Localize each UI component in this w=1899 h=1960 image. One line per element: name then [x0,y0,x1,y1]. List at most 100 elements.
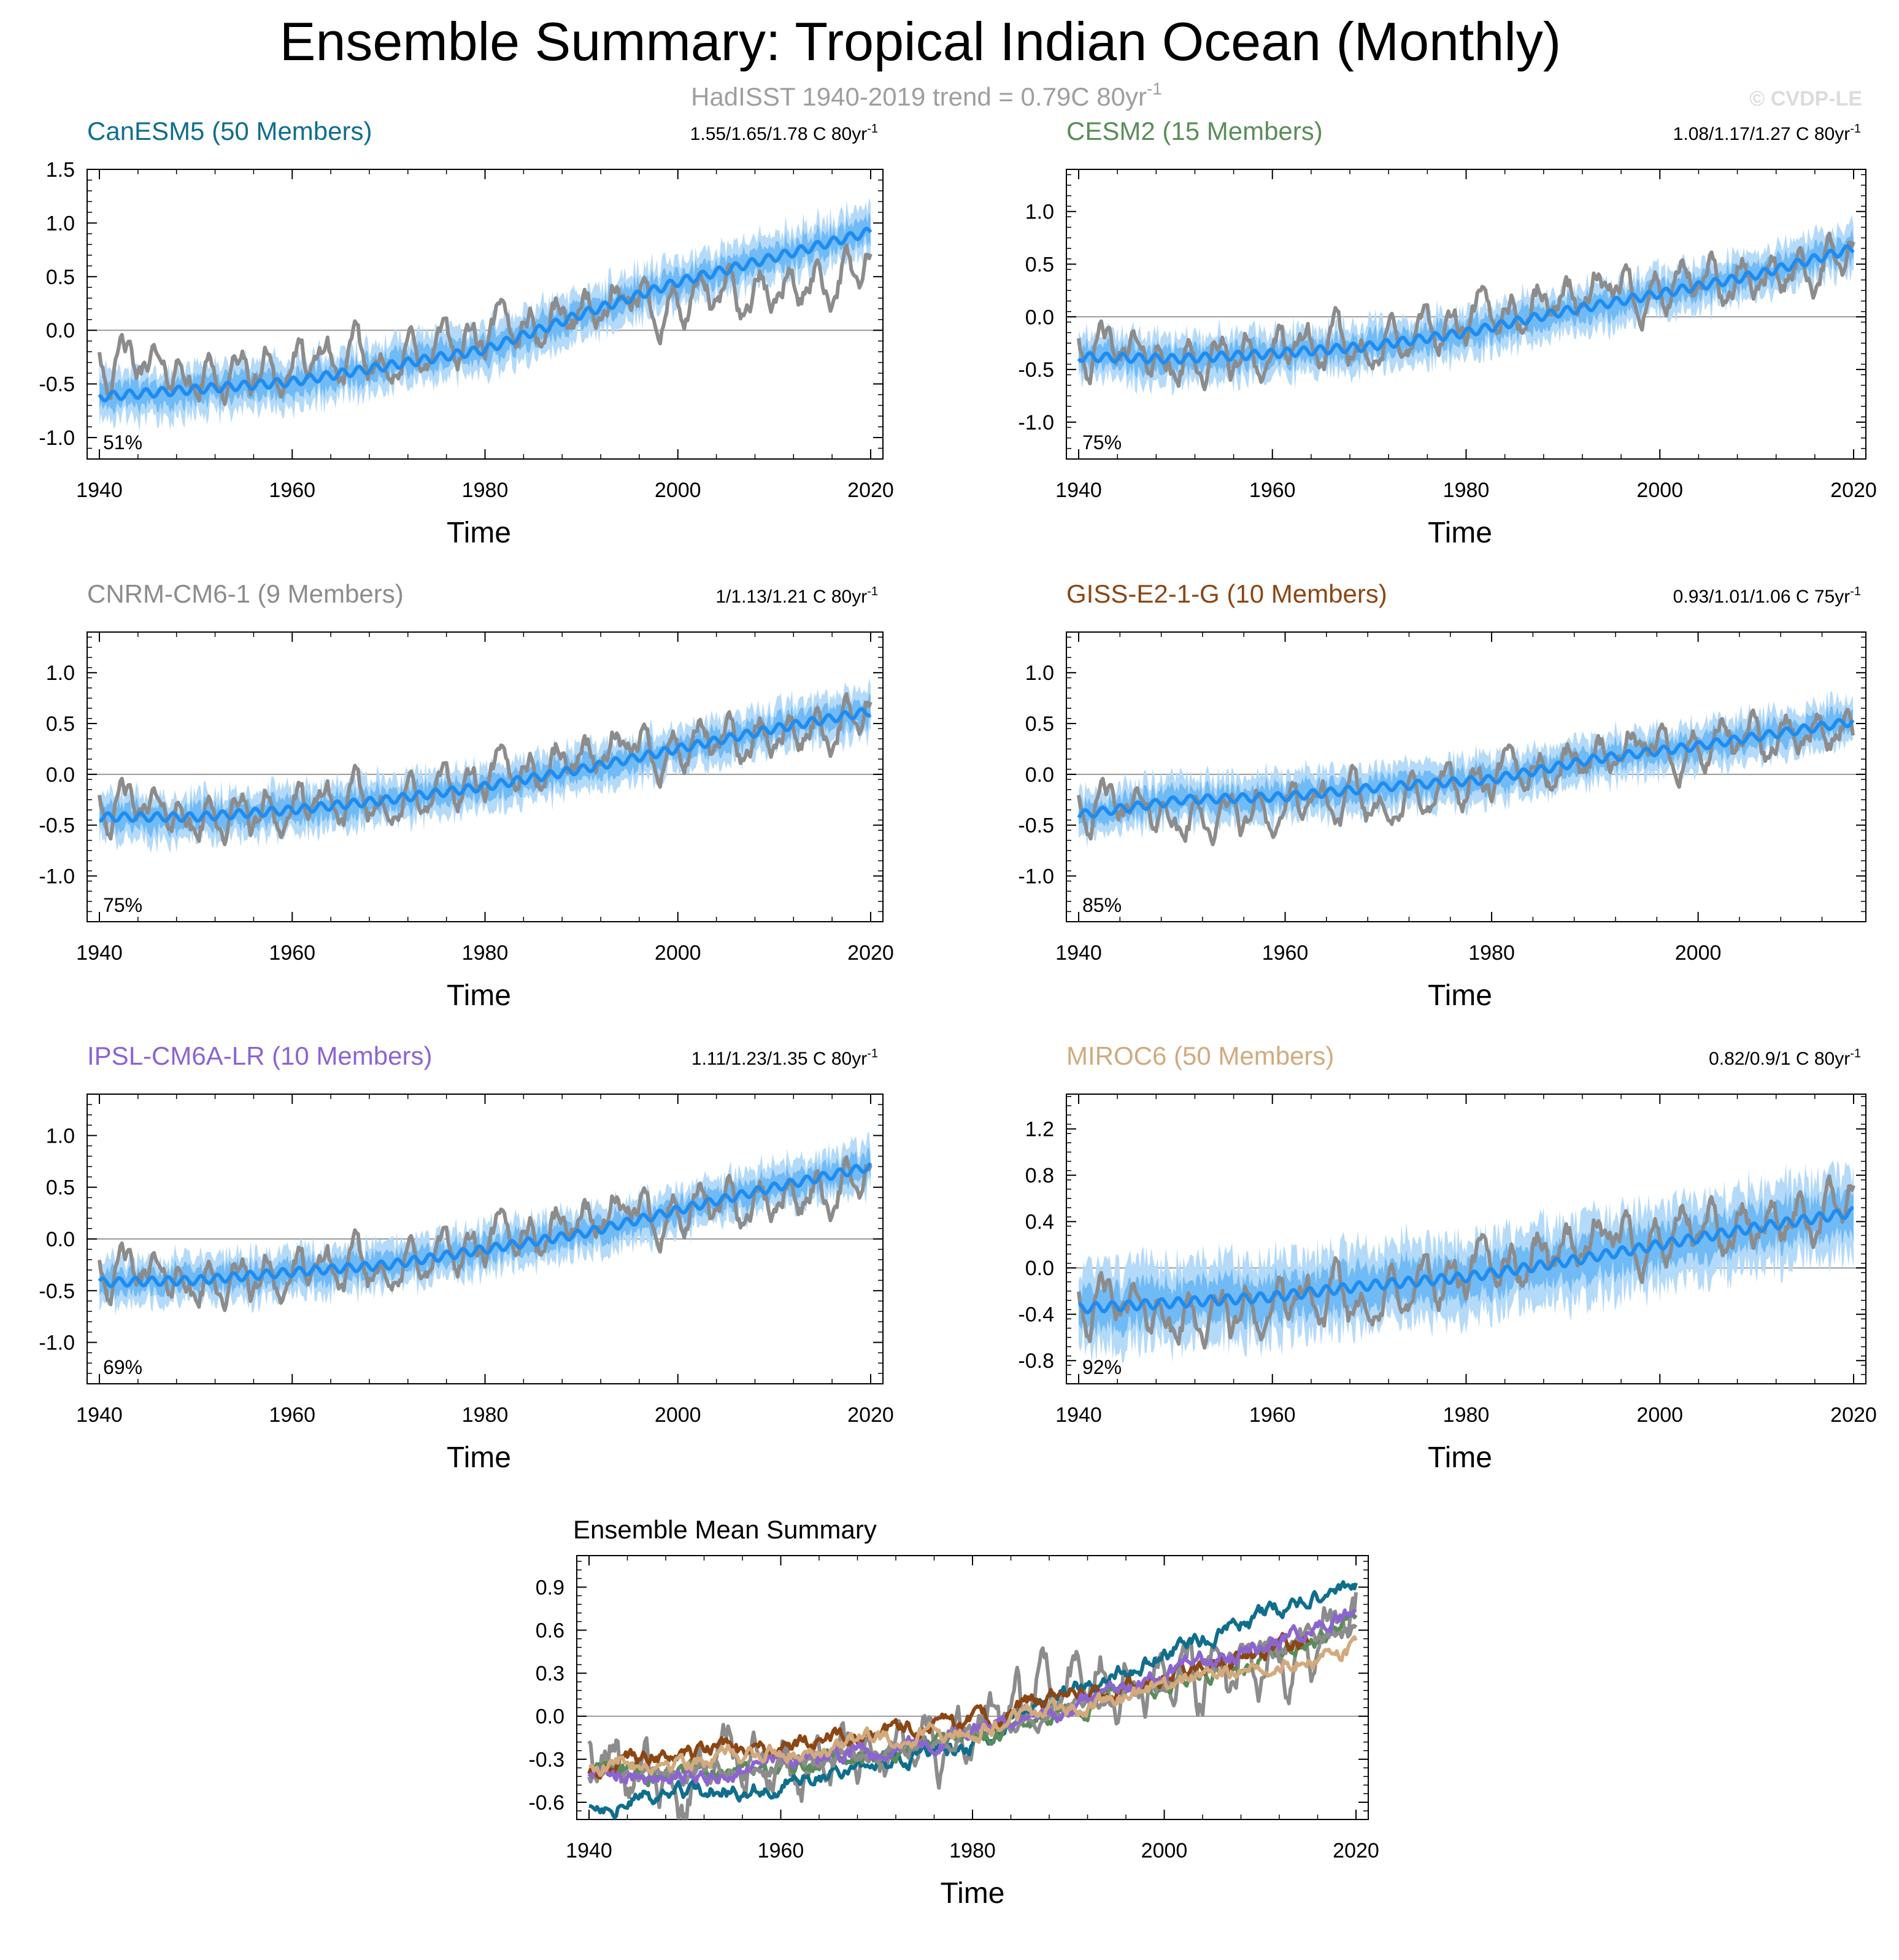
x-tick-label: 1960 [1249,479,1296,502]
plot-area [1077,1160,1855,1364]
plot-area [98,198,872,431]
y-tick-label: -0.6 [528,1791,564,1815]
y-tick-label: -1.0 [39,426,75,450]
ensemble-range-band [99,198,871,431]
y-tick-label: 0.5 [46,712,75,736]
panel-canesm5: CanESM5 (50 Members) 1.55/1.65/1.78 C 80y… [39,117,893,549]
x-tick-label: 1940 [76,1403,123,1427]
trend-label: 0.93/1.01/1.06 C 75yr-1 [1673,585,1861,607]
y-tick-label: -0.5 [1018,358,1054,382]
panel-title: CESM2 (15 Members) [1066,117,1323,145]
y-tick-label: -0.3 [528,1748,564,1772]
series-line-hadisst [98,243,872,406]
panel-miroc6: MIROC6 (50 Members) 0.82/0.9/1 C 80yr-1 92… [1018,1041,1876,1474]
x-tick-label: 2020 [1830,479,1877,502]
x-tick-label: 2000 [655,479,701,502]
y-tick-label: -0.4 [1018,1303,1054,1327]
x-tick-label: 1960 [758,1839,804,1862]
percent-label: 75% [103,894,142,916]
y-tick-label: 0.0 [536,1705,564,1729]
percent-label: 85% [1082,894,1122,916]
trend-label-main: 1.11/1.23/1.35 C 80yr [691,1049,867,1069]
panel-title: GISS-E2-1-G (10 Members) [1066,579,1387,608]
panel-title: IPSL-CM6A-LR (10 Members) [87,1041,432,1070]
percent-label: 92% [1082,1356,1122,1378]
trend-label: 0.82/0.9/1 C 80yr-1 [1709,1047,1861,1069]
x-tick-label: 2000 [1636,1403,1683,1427]
x-axis-label: Time [447,517,511,549]
panel-title: CNRM-CM6-1 (9 Members) [87,579,404,608]
series-line-hadisst [1077,708,1855,847]
plot-area [1077,690,1855,849]
x-tick-label: 1960 [1249,1403,1296,1427]
y-tick-label: 1.0 [46,662,75,685]
x-tick-label: 1980 [462,941,509,965]
x-tick-label: 1940 [76,479,123,502]
panel-title: Ensemble Mean Summary [573,1515,877,1544]
x-axis-label: Time [447,979,511,1012]
plot-area [98,678,872,854]
ensemble-range-band [1079,690,1853,849]
panel-title: CanESM5 (50 Members) [87,117,372,145]
x-tick-label: 2000 [655,941,701,965]
series-line-ensemble-mean [98,1162,872,1289]
trend-label: 1/1.13/1.21 C 80yr-1 [715,585,878,607]
x-tick-label: 1980 [462,1403,509,1427]
series-line-giss-e2-1-g [587,1632,1310,1780]
panel-summary: Ensemble Mean Summary -0.6 -0.3 0.0 0.3 0.6 0.… [528,1515,1379,1910]
y-tick-label: 1.2 [1025,1118,1054,1141]
x-axis-label: Time [1428,1441,1492,1474]
y-tick-label: 0.0 [46,763,75,787]
trend-label-main: 1.55/1.65/1.78 C 80yr [690,124,868,144]
trend-label-main: 1/1.13/1.21 C 80yr [715,587,867,607]
y-tick-label: -1.0 [39,1332,75,1355]
y-tick-label: -0.5 [1018,814,1054,838]
trend-label-sup: -1 [867,122,878,136]
x-tick-label: 2020 [847,941,894,965]
trend-label-sup: -1 [867,1047,878,1060]
trend-label-sup: -1 [867,585,878,598]
ensemble-iqr-band [99,212,871,415]
y-tick-label: 0.5 [46,266,75,289]
plot-area [98,1132,872,1316]
y-tick-label: 1.0 [46,1124,75,1148]
panel-cnrm: CNRM-CM6-1 (9 Members) 1/1.13/1.21 C 80yr… [39,579,893,1012]
series-line-ensemble-mean [1077,717,1855,819]
y-tick-label: 0.6 [536,1619,564,1643]
x-tick-label: 2020 [847,1403,894,1427]
y-tick-label: 0.5 [46,1176,75,1200]
series-line-canesm5 [588,1580,1358,1819]
y-tick-label: 1.0 [1025,201,1054,224]
y-tick-label: 0.0 [46,1228,75,1251]
x-tick-label: 2000 [1636,479,1683,502]
y-tick-label: -0.8 [1018,1349,1054,1373]
x-axis-label: Time [941,1877,1005,1910]
x-tick-label: 1960 [269,479,315,502]
plot-area [1077,215,1855,396]
panel-ipsl: IPSL-CM6A-LR (10 Members) 1.11/1.23/1.35 … [39,1041,893,1474]
x-tick-label: 1940 [1055,1403,1102,1427]
y-tick-label: 0.0 [46,319,75,342]
y-tick-label: 0.5 [1025,712,1054,736]
series-line-hadisst [98,1155,872,1313]
figure-subtitle-sup: -1 [1147,79,1162,98]
percent-label: 51% [103,431,142,453]
x-tick-label: 2000 [1675,941,1722,965]
x-tick-label: 1980 [1468,941,1515,965]
x-tick-label: 1940 [566,1839,612,1862]
panel-cesm2: CESM2 (15 Members) 1.08/1.17/1.27 C 80yr -… [1018,117,1876,549]
trend-label-main: 1.08/1.17/1.27 C 80yr [1673,124,1851,144]
series-line-miroc6 [588,1635,1358,1777]
panel-giss: GISS-E2-1-G (10 Members) 0.93/1.01/1.06 C… [1018,579,1866,1012]
x-tick-label: 2020 [847,479,894,502]
series-line-ipsl-cm6a-lr [587,1608,1357,1786]
y-tick-label: 1.5 [46,158,75,182]
x-tick-label: 1960 [1262,941,1309,965]
series-line-ensemble-mean [98,226,872,403]
percent-label: 69% [103,1356,142,1378]
series-line-hadisst [1077,231,1855,392]
series-line-ensemble-mean [1077,244,1855,365]
figure-subtitle-main: HadISST 1940-2019 trend = 0.79C 80yr [691,82,1147,111]
y-tick-label: -0.5 [39,373,75,396]
